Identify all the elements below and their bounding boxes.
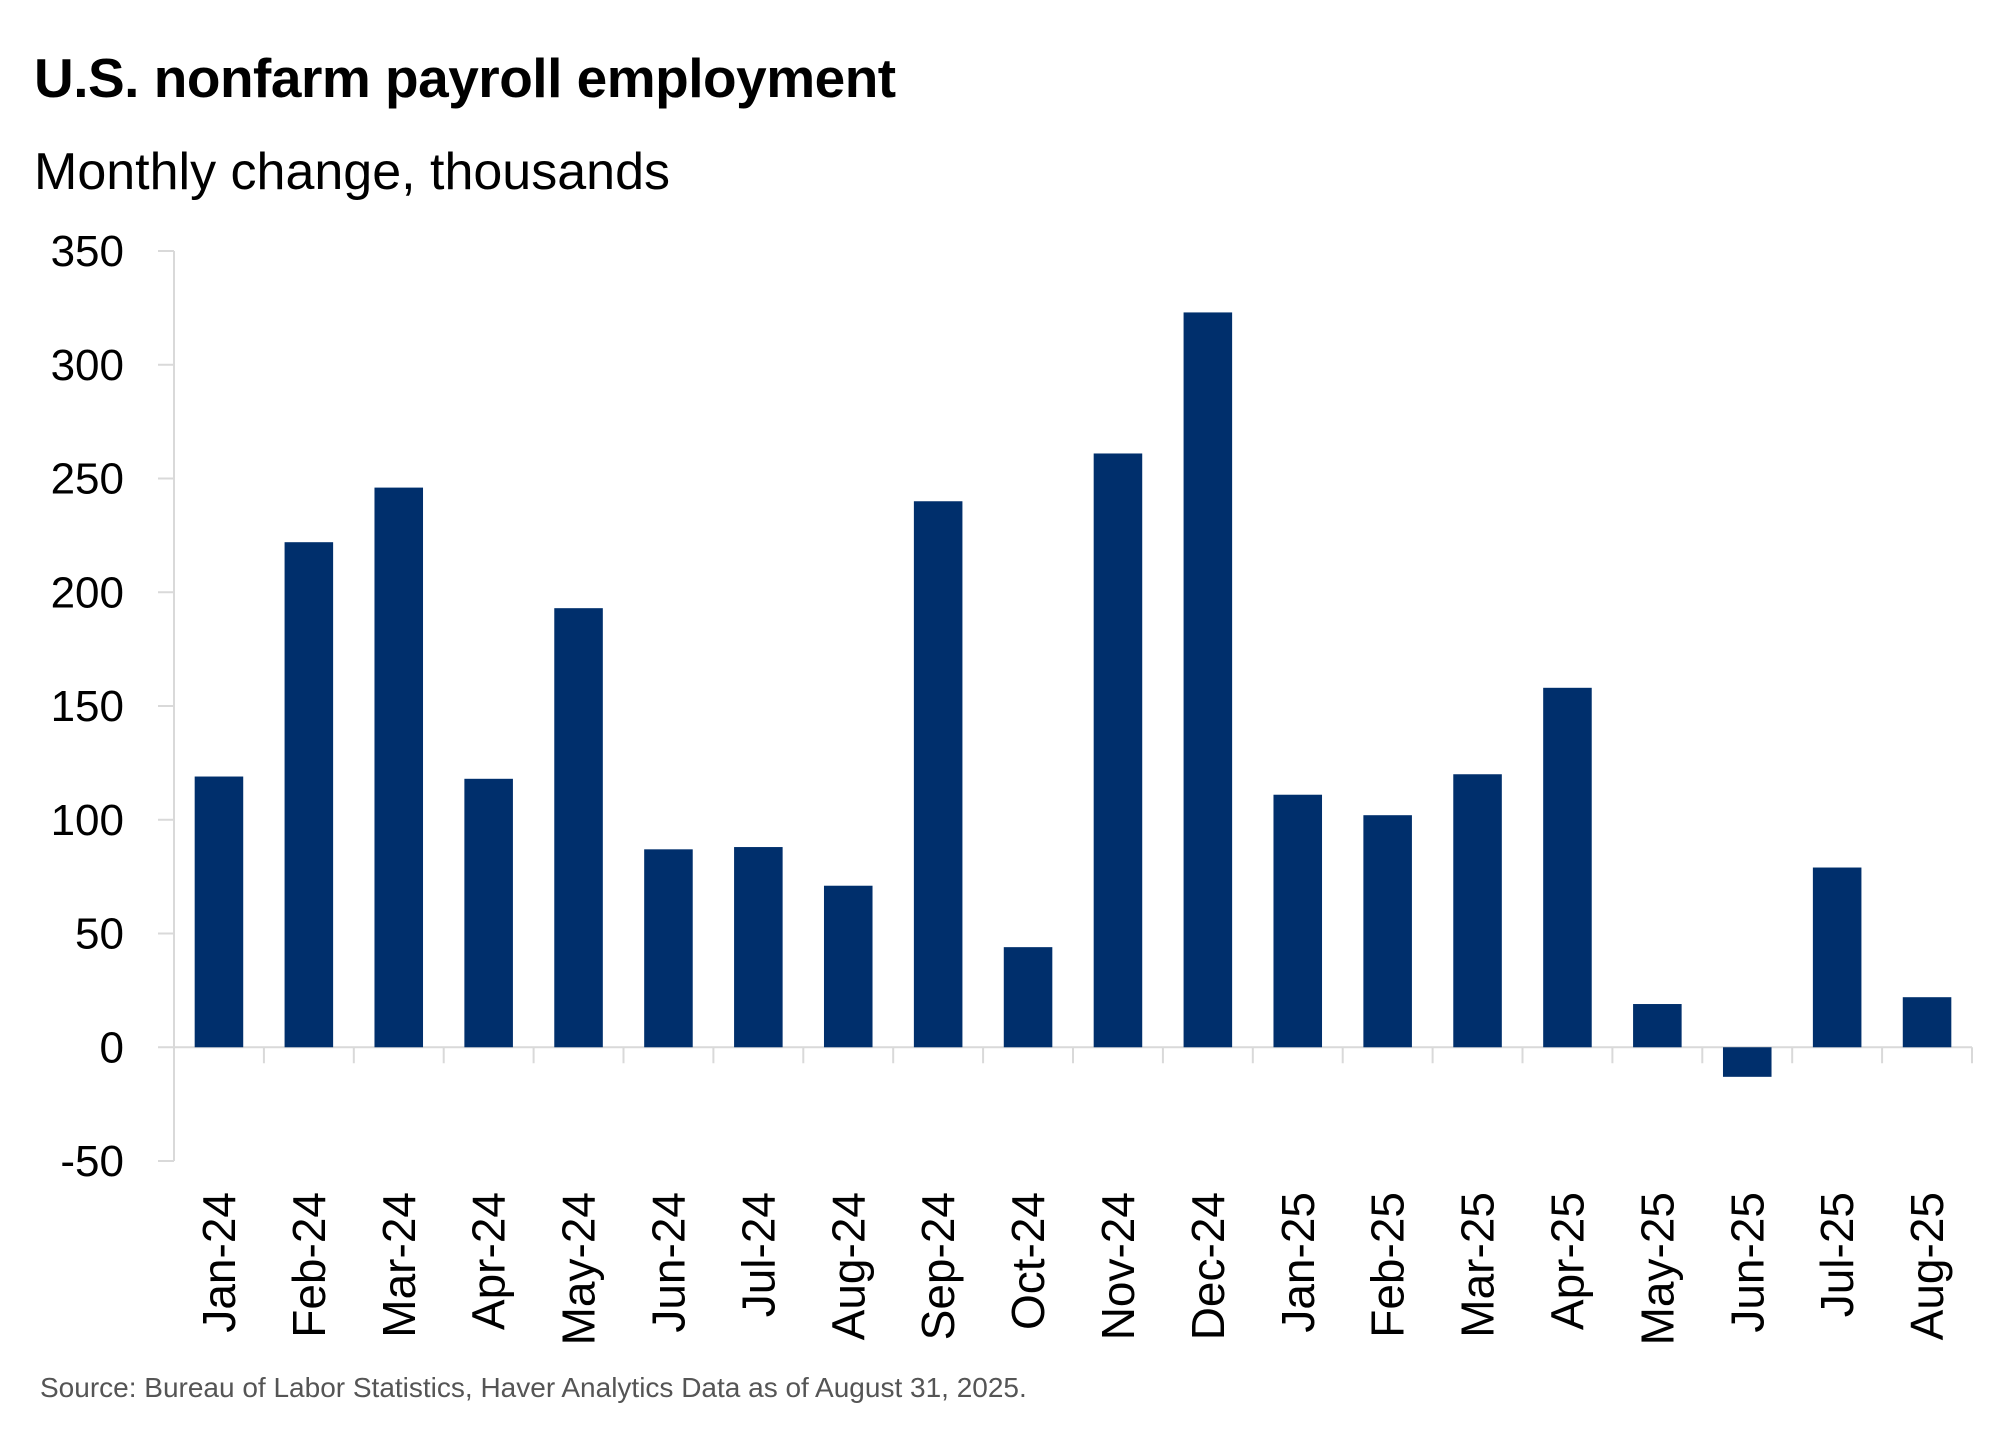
x-tick-label: Jun-25 — [1721, 1192, 1773, 1333]
y-axis: 350 300 250 200 150 100 50 0 -50 — [51, 227, 175, 1186]
bar-mar-25 — [1453, 774, 1502, 1048]
bar-jun-25 — [1722, 1047, 1772, 1077]
y-tick-label: -50 — [60, 1137, 124, 1186]
bar-jul-25 — [1812, 867, 1862, 1048]
x-tick-label: Mar-24 — [373, 1192, 425, 1338]
y-tick-label: 300 — [51, 341, 124, 390]
x-tick-label: May-24 — [553, 1192, 605, 1345]
bar-feb-25 — [1363, 815, 1412, 1048]
y-tick-label: 350 — [51, 227, 124, 276]
x-tick-label: Mar-25 — [1452, 1192, 1504, 1338]
y-tick-label: 0 — [100, 1023, 124, 1072]
x-tick-label: Sep-24 — [912, 1192, 964, 1340]
bar-aug-25 — [1902, 997, 1952, 1048]
x-tick-label: Apr-24 — [463, 1192, 515, 1330]
bar-series — [194, 312, 1952, 1077]
bar-dec-24 — [1183, 312, 1233, 1048]
x-tick-label: Aug-24 — [822, 1192, 874, 1340]
x-tick-label: Nov-24 — [1092, 1192, 1144, 1340]
bar-oct-24 — [1003, 947, 1053, 1048]
bar-jan-25 — [1273, 794, 1323, 1048]
y-tick-label: 100 — [51, 796, 124, 845]
bar-nov-24 — [1093, 453, 1143, 1048]
x-tick-label: Jul-24 — [732, 1192, 784, 1317]
bar-may-25 — [1633, 1004, 1682, 1048]
x-tick-label: Jun-24 — [642, 1192, 694, 1333]
bar-apr-24 — [464, 778, 513, 1048]
x-tick-label: Apr-25 — [1541, 1192, 1593, 1330]
bar-aug-24 — [823, 885, 873, 1048]
bar-sep-24 — [913, 501, 963, 1048]
x-axis — [174, 1046, 1973, 1064]
bar-mar-24 — [374, 487, 424, 1048]
x-tick-label: Dec-24 — [1182, 1192, 1234, 1340]
x-tick-label: Feb-24 — [283, 1192, 335, 1338]
x-tick-label: Oct-24 — [1002, 1192, 1054, 1330]
x-tick-labels: Jan-24 Feb-24 Mar-24 Apr-24 May-24 Jun-24 Jul-… — [193, 1192, 1953, 1345]
x-tick-label: Aug-25 — [1901, 1192, 1953, 1340]
y-tick-label: 200 — [51, 568, 124, 617]
bar-may-24 — [554, 608, 603, 1048]
source-note: Source: Bureau of Labor Statistics, Have… — [40, 1372, 1027, 1403]
y-tick-label: 150 — [51, 682, 124, 731]
x-tick-label: Jan-24 — [193, 1192, 245, 1333]
bar-jul-24 — [734, 847, 783, 1048]
y-tick-label: 250 — [51, 455, 124, 504]
bar-apr-25 — [1543, 687, 1592, 1048]
y-tick-label: 50 — [75, 910, 124, 959]
x-tick-label: Feb-25 — [1362, 1192, 1414, 1338]
x-tick-label: Jul-25 — [1811, 1192, 1863, 1317]
x-tick-label: Jan-25 — [1272, 1192, 1324, 1333]
bar-jun-24 — [644, 849, 693, 1048]
chart-title: U.S. nonfarm payroll employment — [34, 47, 896, 109]
x-tick-label: May-25 — [1631, 1192, 1683, 1345]
bar-feb-24 — [284, 542, 334, 1048]
chart-subtitle: Monthly change, thousands — [34, 143, 670, 201]
bar-jan-24 — [194, 776, 244, 1048]
